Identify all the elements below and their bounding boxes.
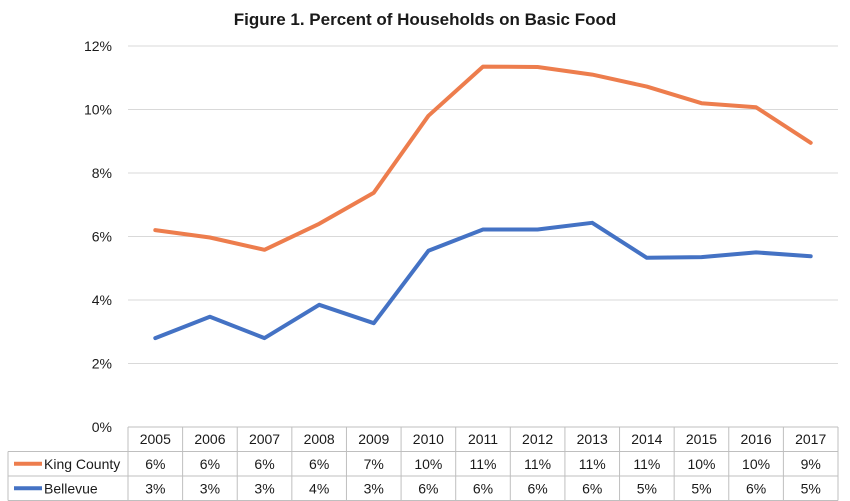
table-cell-value: 7% [364,456,384,472]
table-cell-value: 3% [145,480,165,496]
table-cell-value: 6% [254,456,274,472]
x-tick-label: 2010 [413,431,444,447]
table-cell-value: 6% [418,480,438,496]
series-line [153,64,813,252]
x-tick-label: 2015 [686,431,717,447]
y-tick-label: 2% [92,356,112,372]
table-cell-value: 10% [414,456,442,472]
table-cell-value: 11% [579,456,606,472]
y-tick-label: 8% [92,165,112,181]
table-cell-value: 4% [309,480,329,496]
x-tick-label: 2016 [740,431,771,447]
x-tick-label: 2006 [194,431,225,447]
legend-label: King County [44,456,120,472]
x-tick-label: 2017 [795,431,826,447]
x-tick-label: 2011 [468,431,498,447]
table-cell-value: 5% [801,480,821,496]
x-tick-label: 2013 [577,431,608,447]
x-tick-label: 2007 [249,431,280,447]
table-cell-value: 5% [691,480,711,496]
y-tick-label: 4% [92,292,112,308]
table-cell-value: 3% [364,480,384,496]
table-cell-value: 3% [254,480,274,496]
table-cell-value: 6% [145,456,165,472]
x-tick-label: 2005 [140,431,171,447]
series-line [153,220,813,341]
table-cell-value: 3% [200,480,220,496]
x-tick-label: 2008 [304,431,335,447]
table-cell-value: 11% [524,456,551,472]
gridlines [128,45,838,364]
table-cell-value: 6% [527,480,547,496]
table-cell-value: 5% [637,480,657,496]
legend-label: Bellevue [44,480,98,496]
x-tick-label: 2009 [358,431,389,447]
table-cell-value: 10% [687,456,715,472]
table-cell-value: 6% [200,456,220,472]
table-cell-value: 6% [746,480,766,496]
y-tick-label: 10% [84,102,112,118]
table-cell-value: 6% [473,480,493,496]
y-tick-label: 12% [84,38,112,54]
table-cell-value: 10% [742,456,770,472]
x-tick-label: 2012 [522,431,553,447]
data-table: 2005 2006 2007 2008 2009 2010 2011 2012 2013 2014… [7,426,839,501]
y-tick-label: 0% [92,419,112,435]
table-cell-value: 6% [582,480,602,496]
x-tick-label: 2014 [631,431,662,447]
y-tick-label: 6% [92,229,112,245]
chart-title: Figure 1. Percent of Households on Basic… [234,10,617,29]
y-axis: 0% 2% 4% 6% 8% 10% 12% [84,38,112,435]
table-cell-value: 11% [470,456,497,472]
table-cell-value: 9% [801,456,821,472]
table-cell-value: 6% [309,456,329,472]
series-lines [153,64,813,341]
table-cell-value: 11% [633,456,660,472]
